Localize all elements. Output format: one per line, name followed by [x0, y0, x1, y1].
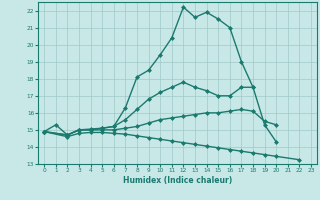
X-axis label: Humidex (Indice chaleur): Humidex (Indice chaleur)	[123, 176, 232, 185]
